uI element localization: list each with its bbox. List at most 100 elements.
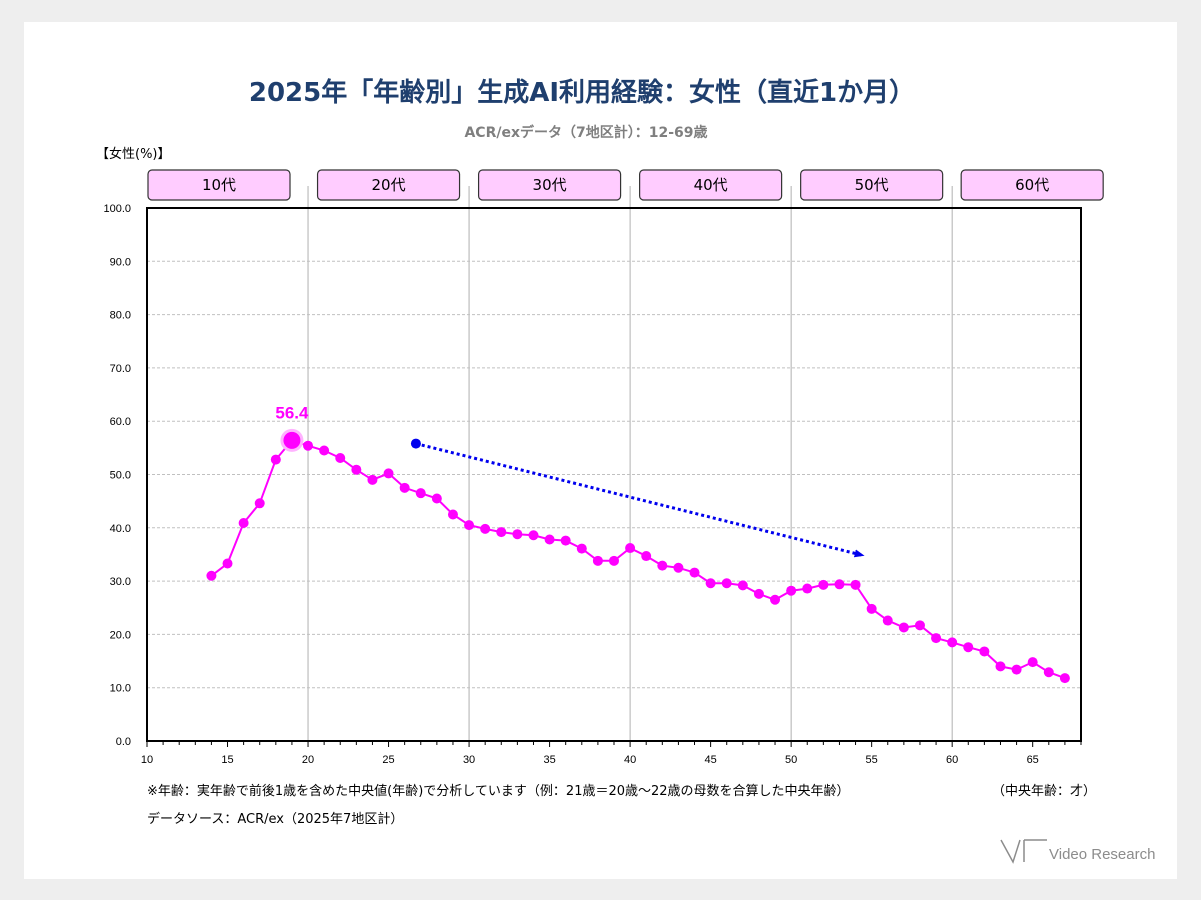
age-band-box <box>477 169 622 201</box>
y-tick-label: 90.0 <box>110 256 131 268</box>
age-band-label: 20代 <box>372 176 406 194</box>
y-tick-label: 80.0 <box>110 310 131 322</box>
y-tick-label: 20.0 <box>110 629 131 641</box>
chart-gridlines <box>147 260 1081 689</box>
plot-area-frame <box>146 207 1082 742</box>
age-band-box <box>316 169 461 201</box>
female-series <box>206 428 1070 684</box>
data-point <box>866 603 877 614</box>
data-point <box>737 580 748 591</box>
x-tick-label: 25 <box>382 754 394 766</box>
data-point <box>496 527 507 538</box>
x-tick-label: 35 <box>543 754 555 766</box>
age-band-label: 50代 <box>855 176 889 194</box>
data-point <box>689 567 700 578</box>
data-point <box>721 578 732 589</box>
y-tick-label: 30.0 <box>110 576 131 588</box>
data-point <box>399 482 410 493</box>
data-point <box>818 579 829 590</box>
slide: 2025年「年齢別」生成AI利用経験：女性（直近1か月） ACR/exデータ（7… <box>24 22 1177 879</box>
y-tick-label: 60.0 <box>110 416 131 428</box>
data-point <box>995 661 1006 672</box>
data-point <box>560 535 571 546</box>
data-point <box>850 579 861 590</box>
data-point <box>786 585 797 596</box>
data-point <box>625 543 636 554</box>
data-point <box>270 454 281 465</box>
age-band-3: 30代 <box>477 169 622 201</box>
x-tick-label: 40 <box>624 754 636 766</box>
data-point <box>367 474 378 485</box>
x-tick-label: 55 <box>866 754 878 766</box>
data-point <box>512 529 523 540</box>
data-point <box>480 523 491 534</box>
data-point <box>383 468 394 479</box>
age-band-box <box>639 169 783 201</box>
x-tick-label: 30 <box>463 754 475 766</box>
data-point <box>319 445 330 456</box>
x-tick-label: 10 <box>141 754 153 766</box>
age-band-label: 10代 <box>202 176 236 194</box>
data-point <box>898 622 909 633</box>
data-point <box>947 637 958 648</box>
data-point <box>431 493 442 504</box>
chart-title: 2025年「年齢別」生成AI利用経験：女性（直近1か月） <box>249 77 915 108</box>
data-point <box>254 498 265 509</box>
data-source: データソース：ACR/ex（2025年7地区計） <box>147 811 403 827</box>
age-band-labels: 10代 20代 30代 40代 50代 60代 <box>147 169 1104 741</box>
age-band-label: 40代 <box>694 176 728 194</box>
data-point <box>1011 664 1022 675</box>
age-band-box <box>147 169 291 201</box>
data-point <box>528 530 539 541</box>
data-point <box>963 642 974 653</box>
data-point <box>641 551 652 562</box>
data-point <box>206 570 217 581</box>
trend-arrow <box>415 442 865 558</box>
y-tick-label: 70.0 <box>110 363 131 375</box>
peak-point <box>280 428 304 452</box>
logo-text: Video Research <box>1049 846 1155 863</box>
y-tick-label: 50.0 <box>110 470 131 482</box>
age-band-6: 60代 <box>960 169 1104 201</box>
data-point <box>657 560 668 571</box>
data-point <box>882 615 893 626</box>
data-point <box>834 579 845 590</box>
age-band-1: 10代 <box>147 169 291 201</box>
line-chart: 2025年「年齢別」生成AI利用経験：女性（直近1か月） ACR/exデータ（7… <box>96 77 1155 864</box>
vr-logo-icon <box>1000 839 1047 864</box>
age-band-box <box>800 169 944 201</box>
data-point <box>1059 673 1070 684</box>
age-band-5: 50代 <box>800 169 944 201</box>
data-point <box>609 555 619 566</box>
y-tick-label: 100.0 <box>103 203 131 215</box>
data-point <box>351 464 362 475</box>
age-band-2: 20代 <box>316 169 461 201</box>
y-axis-label: 【女性(%)】 <box>96 146 171 162</box>
data-point <box>592 555 603 566</box>
data-point <box>914 620 925 631</box>
data-point <box>238 518 249 529</box>
data-point <box>673 562 684 573</box>
data-point <box>705 578 716 589</box>
x-axis-ticks: 10 15 20 25 30 35 40 45 50 55 60 65 <box>141 741 1082 766</box>
data-point <box>447 509 458 520</box>
data-point <box>464 520 475 531</box>
peak-value-label: 56.4 <box>275 403 309 422</box>
data-point <box>1027 657 1038 668</box>
data-point <box>415 488 426 499</box>
data-point <box>931 633 942 644</box>
data-point <box>335 452 346 463</box>
age-band-box <box>960 169 1104 201</box>
y-tick-label: 10.0 <box>110 683 131 695</box>
x-tick-label: 20 <box>302 754 314 766</box>
x-tick-label: 45 <box>704 754 716 766</box>
x-tick-label: 65 <box>1027 754 1039 766</box>
chart-subtitle: ACR/exデータ（7地区計）：12-69歳 <box>464 124 707 141</box>
unit-note: （中央年齢：才） <box>992 784 1096 799</box>
y-tick-label: 40.0 <box>110 523 131 535</box>
data-point <box>770 594 781 605</box>
data-point <box>979 646 990 657</box>
data-point <box>753 588 764 599</box>
footnote: ※年齢：実年齢で前後1歳を含めた中央値(年齢)で分析しています（例：21歳＝20… <box>147 783 850 799</box>
data-point <box>222 558 233 569</box>
